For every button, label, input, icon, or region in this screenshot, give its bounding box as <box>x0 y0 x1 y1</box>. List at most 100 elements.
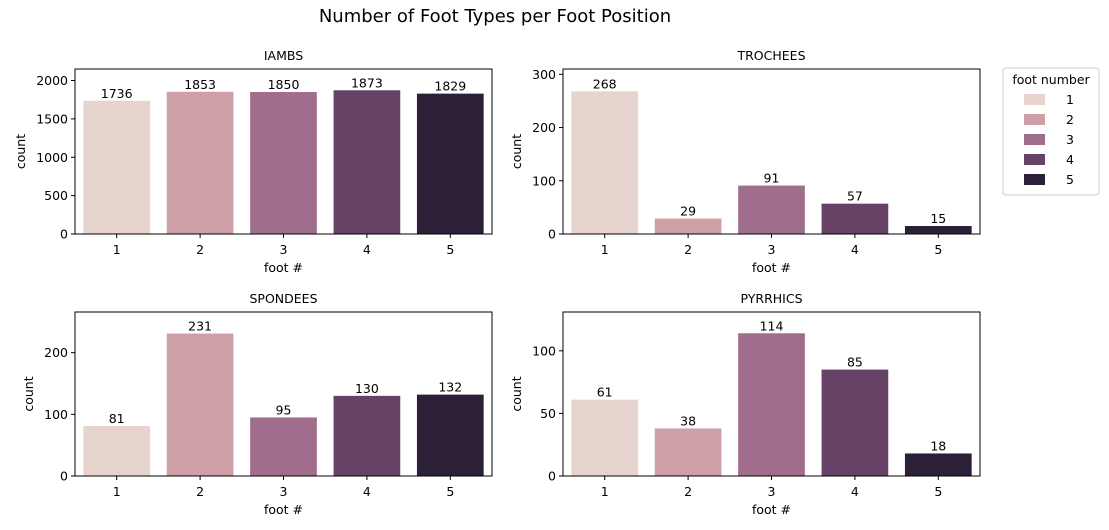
x-tick-label: 1 <box>601 242 609 257</box>
bar <box>571 91 639 235</box>
x-tick-label: 3 <box>768 242 776 257</box>
y-tick-label: 100 <box>532 173 556 188</box>
legend-label: 2 <box>1066 112 1074 127</box>
bar <box>166 91 234 234</box>
data-label: 132 <box>438 380 462 395</box>
legend-label: 1 <box>1066 92 1074 107</box>
data-label: 18 <box>930 438 946 453</box>
legend-label: 5 <box>1066 172 1074 187</box>
x-tick-label: 4 <box>851 484 859 499</box>
data-label: 85 <box>847 355 863 370</box>
data-label: 61 <box>597 385 613 400</box>
bar <box>250 92 317 234</box>
x-tick-label: 3 <box>280 242 288 257</box>
bar <box>821 203 889 234</box>
bar <box>654 218 722 234</box>
y-tick-label: 0 <box>60 227 68 242</box>
figure-title: Number of Foot Types per Foot Position <box>318 6 672 27</box>
x-tick-label: 4 <box>363 484 371 499</box>
legend: foot number 1 2 3 4 5 <box>1002 67 1100 196</box>
bar <box>904 226 972 234</box>
x-tick-label: 2 <box>196 484 204 499</box>
legend-swatch <box>1024 134 1045 145</box>
bar <box>571 399 639 476</box>
y-tick-label: 300 <box>532 67 556 82</box>
x-tick-label: 5 <box>446 484 454 499</box>
y-tick-label: 2000 <box>36 73 68 88</box>
bar <box>83 426 151 476</box>
data-label: 268 <box>593 76 617 91</box>
y-tick-label: 100 <box>44 407 68 422</box>
x-tick-label: 5 <box>934 242 942 257</box>
bar <box>416 394 484 476</box>
legend-label: 4 <box>1066 152 1074 167</box>
y-tick-label: 0 <box>548 469 556 484</box>
data-label: 130 <box>355 381 379 396</box>
legend-swatch <box>1024 114 1045 125</box>
bar <box>904 453 972 476</box>
y-axis-label: count <box>509 134 524 169</box>
legend-swatch <box>1024 94 1045 105</box>
x-tick-label: 4 <box>851 242 859 257</box>
x-tick-label: 1 <box>113 484 121 499</box>
y-axis-label: count <box>509 376 524 411</box>
bar <box>250 417 317 476</box>
data-label: 81 <box>109 411 125 426</box>
data-label: 57 <box>847 189 863 204</box>
data-label: 1853 <box>184 77 216 92</box>
data-label: 231 <box>188 319 212 334</box>
x-tick-label: 3 <box>280 484 288 499</box>
x-axis-label: foot # <box>752 260 791 275</box>
x-tick-label: 1 <box>113 242 121 257</box>
x-tick-label: 4 <box>363 242 371 257</box>
legend-label: 3 <box>1066 132 1074 147</box>
x-tick-label: 1 <box>601 484 609 499</box>
bar <box>333 395 401 476</box>
x-tick-label: 5 <box>934 484 942 499</box>
chart-panel-iambs: 1736 1853 1850 1873 1829 1 2 3 4 5 0 500 1000 1500 200… <box>13 48 493 275</box>
legend-swatch <box>1024 174 1045 185</box>
data-label: 114 <box>760 318 784 333</box>
y-tick-label: 1000 <box>36 150 68 165</box>
bar <box>821 369 889 476</box>
x-tick-label: 2 <box>196 242 204 257</box>
data-label: 38 <box>680 413 696 428</box>
y-tick-label: 200 <box>532 120 556 135</box>
legend-swatch <box>1024 154 1045 165</box>
y-axis-label: count <box>21 376 36 411</box>
legend-frame <box>1002 67 1100 196</box>
y-tick-label: 50 <box>540 406 556 421</box>
bar <box>738 333 805 476</box>
x-tick-label: 3 <box>768 484 776 499</box>
chart-panel-trochees: 268 29 91 57 15 1 2 3 4 5 0 100 200 300 TROCHEES foot #… <box>509 48 981 275</box>
x-tick-label: 2 <box>684 242 692 257</box>
panel-title: TROCHEES <box>736 48 805 63</box>
y-axis-label: count <box>13 134 28 169</box>
legend-title: foot number <box>1012 72 1090 87</box>
bar <box>333 90 401 234</box>
x-axis-label: foot # <box>264 260 303 275</box>
y-tick-label: 500 <box>44 188 68 203</box>
panel-title: PYRRHICS <box>740 291 802 306</box>
y-tick-label: 100 <box>532 343 556 358</box>
data-label: 1829 <box>434 79 466 94</box>
bar <box>738 185 805 234</box>
chart-panel-spondees: 81 231 95 130 132 1 2 3 4 5 0 100 200 SPONDEES foot # c… <box>21 291 493 517</box>
panel-title: SPONDEES <box>249 291 317 306</box>
y-tick-label: 200 <box>44 345 68 360</box>
data-label: 1736 <box>101 86 133 101</box>
data-label: 15 <box>930 211 946 226</box>
bar <box>83 100 151 234</box>
bar <box>166 333 234 476</box>
x-tick-label: 2 <box>684 484 692 499</box>
data-label: 91 <box>764 171 780 186</box>
panel-title: IAMBS <box>264 48 303 63</box>
y-tick-label: 0 <box>548 227 556 242</box>
y-tick-label: 1500 <box>36 111 68 126</box>
x-axis-label: foot # <box>264 502 303 517</box>
data-label: 29 <box>680 204 696 219</box>
x-axis-label: foot # <box>752 502 791 517</box>
bar <box>654 428 722 476</box>
